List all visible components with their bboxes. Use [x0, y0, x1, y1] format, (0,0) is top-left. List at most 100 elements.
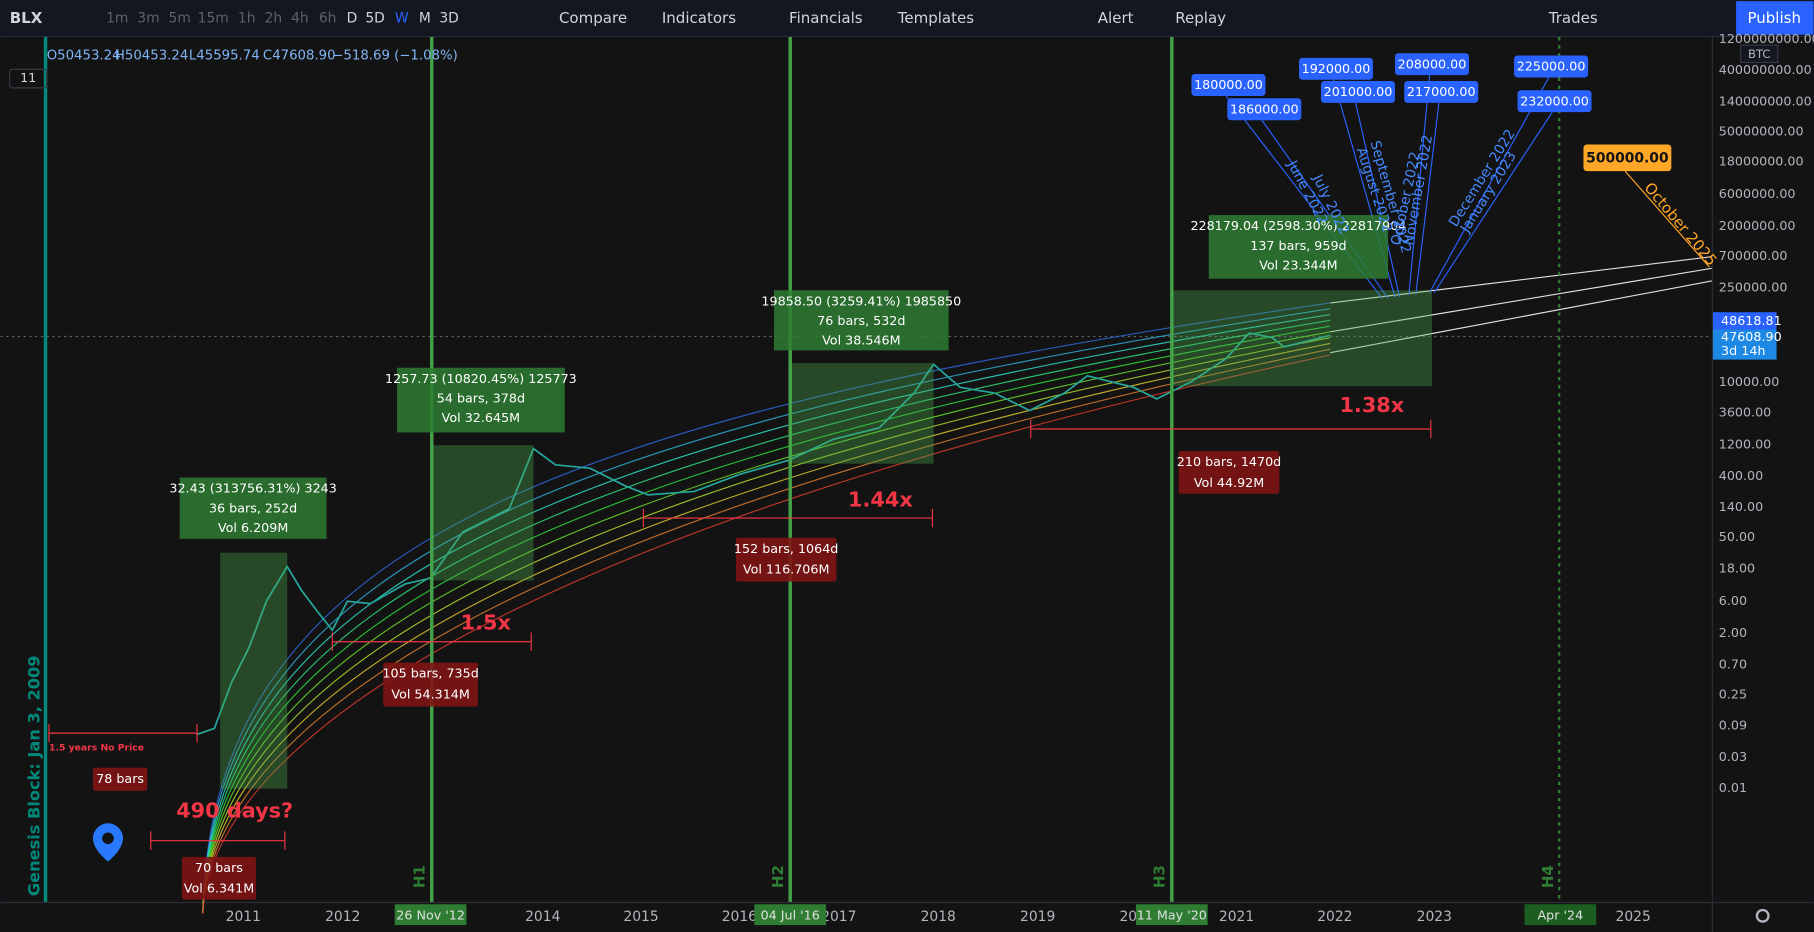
range-text: Vol 54.314M: [391, 686, 469, 701]
interval-button[interactable]: 2h: [265, 11, 283, 27]
interval-button[interactable]: 3D: [439, 11, 459, 27]
interval-button[interactable]: 15m: [198, 11, 229, 27]
time-label: 2011: [226, 909, 261, 925]
indicators-button[interactable]: Indicators: [662, 9, 736, 27]
price-label: 6.00: [1719, 593, 1747, 608]
interval-button[interactable]: M: [419, 11, 431, 27]
interval-button[interactable]: 1m: [106, 11, 128, 27]
note: 1.44x: [848, 488, 913, 512]
measure-box: [179, 477, 327, 539]
halving-date: 26 Nov '12: [396, 907, 465, 922]
publish-button[interactable]: Publish: [1747, 9, 1801, 27]
target-line: [1429, 77, 1550, 293]
halving-date: 04 Jul '16: [761, 907, 820, 922]
range-box: [383, 662, 479, 707]
range-text: 70 bars: [195, 860, 243, 875]
range-text: Vol 116.706M: [743, 562, 830, 577]
halving-date-tag: [394, 904, 467, 926]
range-text: 210 bars, 1470d: [1177, 454, 1281, 469]
target-box: [1394, 53, 1469, 76]
time-label: 2019: [1020, 909, 1055, 925]
time-label: 2025: [1616, 909, 1651, 925]
time-label: 2023: [1417, 909, 1452, 925]
halving-label: H2: [769, 865, 787, 888]
ohlc-high: H50453.24: [115, 49, 188, 64]
moon-line: [1624, 170, 1710, 268]
interval-button[interactable]: 1h: [238, 11, 256, 27]
halving-label: H1: [411, 865, 429, 888]
interval-button[interactable]: W: [395, 11, 409, 27]
publish-button-bg[interactable]: [1736, 1, 1814, 35]
price-label: 250000.00: [1719, 279, 1788, 294]
price-label: 400000000.00: [1719, 62, 1812, 77]
measure-region: [789, 363, 934, 464]
range-text: Vol 44.92M: [1194, 475, 1264, 490]
time-label: 2012: [325, 909, 360, 925]
measure-text: 54 bars, 378d: [437, 390, 525, 405]
price-label: 2000000.00: [1719, 218, 1796, 233]
projection-line: [1330, 267, 1712, 333]
toolbar: [0, 0, 1814, 36]
price-label: 140.00: [1719, 499, 1763, 514]
measure-region: [220, 552, 288, 789]
compare-button[interactable]: Compare: [559, 9, 627, 27]
rainbow-band: [202, 308, 1331, 914]
halving-label: H3: [1151, 865, 1169, 888]
alert-button[interactable]: Alert: [1098, 9, 1134, 27]
price-label: 0.03: [1719, 749, 1747, 764]
price-label: 0.09: [1719, 718, 1747, 733]
range-text: 78 bars: [96, 771, 144, 786]
financials-button[interactable]: Financials: [789, 9, 863, 27]
range-box: [181, 856, 256, 900]
range-text: Vol 6.341M: [184, 881, 254, 896]
halving-date-tag: [1135, 904, 1208, 926]
price-label: 2.00: [1719, 625, 1747, 640]
measure-text: Vol 6.209M: [218, 520, 288, 535]
measure-region: [1171, 290, 1432, 387]
ohlc-open: O50453.24: [47, 49, 121, 64]
rainbow-band: [202, 319, 1331, 914]
target-price: 186000.00: [1230, 101, 1299, 116]
target-price: 180000.00: [1194, 77, 1263, 92]
target-line: [1408, 75, 1431, 295]
replay-button[interactable]: Replay: [1175, 9, 1226, 27]
symbol[interactable]: BLX: [10, 9, 43, 27]
time-label: 2016: [722, 909, 757, 925]
price-label: 18.00: [1719, 560, 1755, 575]
rainbow-band: [202, 313, 1331, 914]
settings-icon[interactable]: [1755, 908, 1770, 923]
projection-line: [1330, 256, 1712, 304]
halving-label: H4: [1539, 865, 1557, 888]
templates-button[interactable]: Templates: [897, 9, 975, 27]
interval-button[interactable]: 6h: [319, 11, 337, 27]
indicators-toggle[interactable]: [9, 68, 48, 89]
pin-hole: [102, 832, 114, 845]
interval-button[interactable]: D: [347, 11, 358, 27]
rainbow-band: [202, 348, 1331, 914]
moon-target: 500000.00: [1586, 150, 1668, 166]
trades-button[interactable]: Trades: [1548, 9, 1598, 27]
currency-box: [1740, 44, 1779, 64]
interval-button[interactable]: 5D: [365, 11, 385, 27]
countdown: 3d 14h: [1721, 343, 1765, 358]
target-line: [1415, 102, 1440, 295]
price-path: [196, 332, 1331, 736]
indicators-count[interactable]: 11: [20, 70, 36, 85]
target-box: [1320, 80, 1395, 103]
price-label: 700000.00: [1719, 248, 1788, 263]
rainbow-band: [202, 331, 1331, 914]
measure-box: [774, 290, 949, 351]
interval-button[interactable]: 4h: [291, 11, 309, 27]
range-text: 152 bars, 1064d: [734, 541, 838, 556]
note: 490 days?: [176, 799, 293, 823]
measure-text: Vol 38.546M: [822, 333, 900, 348]
measure-box: [1208, 215, 1389, 279]
measure-region: [431, 445, 534, 581]
time-label: 2022: [1317, 909, 1352, 925]
measure-text: 19858.50 (3259.41%) 1985850: [761, 293, 961, 308]
interval-button[interactable]: 3m: [137, 11, 159, 27]
price-label: 6000000.00: [1719, 186, 1796, 201]
interval-button[interactable]: 5m: [169, 11, 191, 27]
